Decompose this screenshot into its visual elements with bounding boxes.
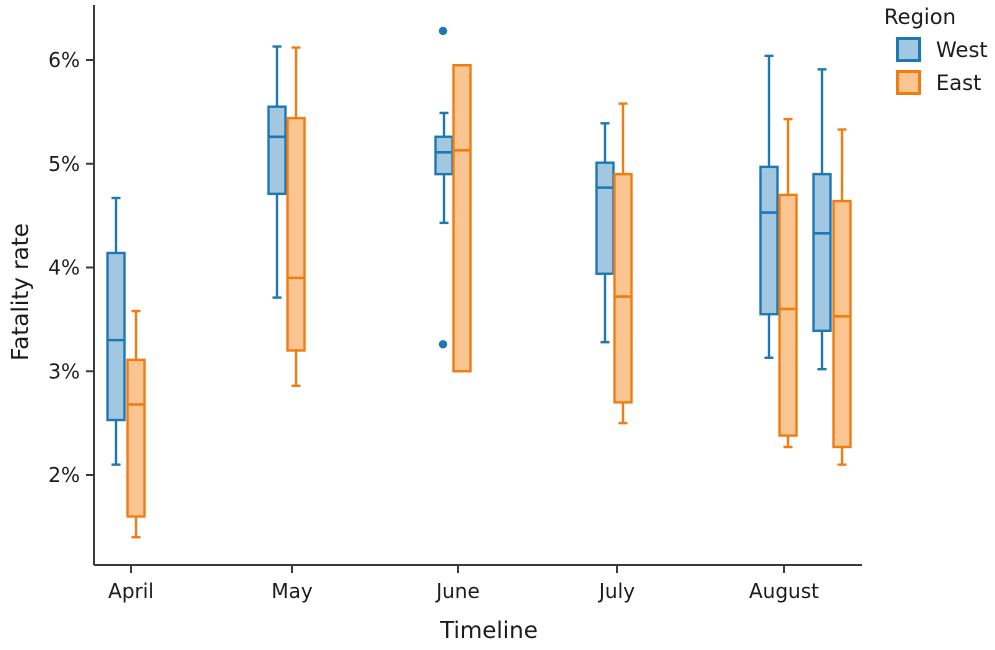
y-tick-label: 5% <box>48 152 80 176</box>
box-june-east-5 <box>452 63 472 373</box>
box-august-east-9 <box>778 117 798 449</box>
box-august-west-8 <box>759 54 779 359</box>
iqr-box <box>452 63 472 373</box>
box-may-east-3 <box>286 46 306 387</box>
outlier-point <box>438 26 448 36</box>
box-july-east-7 <box>613 102 633 425</box>
iqr-box <box>267 105 287 196</box>
iqr-box <box>812 172 832 332</box>
iqr-box <box>613 172 633 404</box>
y-axis-title: Fatality rate <box>8 223 34 361</box>
legend-entry-west: West <box>896 37 988 62</box>
outlier-point <box>438 340 448 349</box>
legend-entry-east: East <box>896 70 988 95</box>
x-tick-label: August <box>749 579 819 603</box>
iqr-box <box>778 193 798 437</box>
box-july-west-6 <box>595 122 615 344</box>
x-tick-label: May <box>271 579 313 603</box>
box-august-west-10 <box>812 68 832 371</box>
y-tick-label: 6% <box>48 48 80 72</box>
legend: Region West East <box>884 5 988 103</box>
box-june-west-4 <box>434 26 454 349</box>
box-may-west-2 <box>267 45 287 299</box>
iqr-box <box>106 251 126 422</box>
y-tick-label: 2% <box>48 463 80 487</box>
box-april-west-0 <box>106 196 126 466</box>
west-swatch-icon <box>896 37 921 62</box>
box-august-east-11 <box>832 128 852 466</box>
box-april-east-1 <box>126 309 146 539</box>
legend-label-west: West <box>936 37 988 62</box>
east-swatch-icon <box>896 70 921 95</box>
y-tick-label: 4% <box>48 256 80 280</box>
iqr-box <box>126 358 146 518</box>
legend-title: Region <box>884 5 956 29</box>
iqr-box <box>434 135 454 176</box>
iqr-box <box>832 199 852 449</box>
x-tick-label: April <box>108 579 154 603</box>
iqr-box <box>286 116 306 352</box>
legend-label-east: East <box>936 70 982 95</box>
x-tick-label: July <box>597 579 635 603</box>
iqr-box <box>759 165 779 316</box>
y-tick-label: 3% <box>48 359 80 383</box>
x-axis-title: Timeline <box>440 618 538 644</box>
iqr-box <box>595 161 615 275</box>
x-tick-label: June <box>434 579 480 603</box>
